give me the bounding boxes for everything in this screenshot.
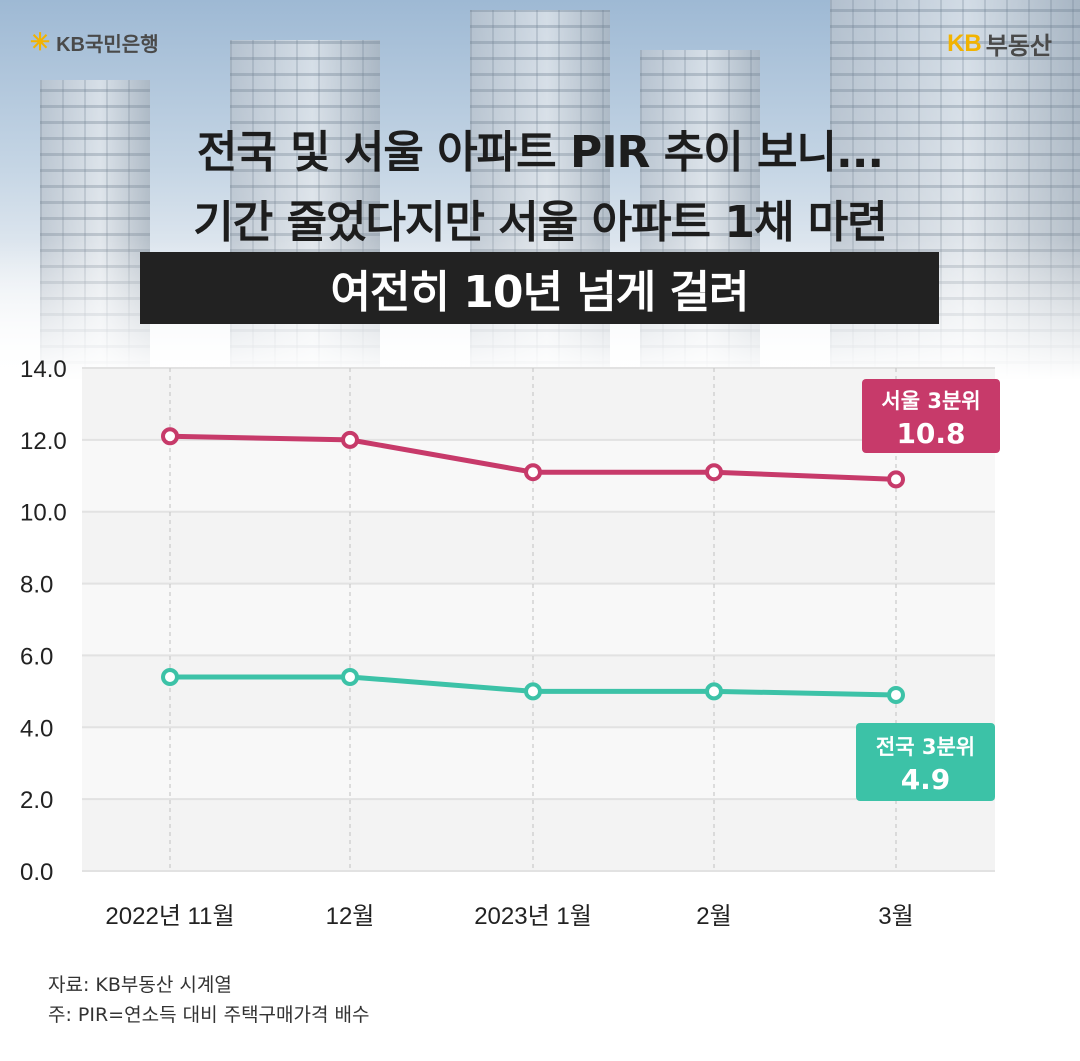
seoul-badge-value: 10.8	[896, 417, 966, 450]
x-tick-label: 12월	[326, 903, 375, 930]
x-tick-label: 3월	[878, 903, 913, 930]
y-tick-label: 8.0	[20, 572, 53, 599]
y-tick-label: 0.0	[20, 859, 53, 886]
seoul-badge: 서울 3분위 10.8	[862, 379, 1000, 453]
title-highlight-box: 여전히 10년 넘게 걸려	[140, 252, 939, 324]
national-badge-value: 4.9	[900, 763, 951, 796]
y-tick-label: 10.0	[20, 500, 67, 527]
data-point	[887, 685, 905, 704]
kb-star-icon: ✳	[30, 29, 51, 56]
plot-band	[82, 727, 995, 800]
x-tick-label: 2022년 11월	[105, 903, 234, 930]
national-badge-name: 전국 3분위	[875, 735, 976, 759]
kb-bank-logo: ✳ KB국민은행	[30, 28, 159, 57]
title-line-2: 기간 줄었다지만 서울 아파트 1채 마련	[193, 197, 887, 248]
data-point	[524, 682, 542, 701]
line-chart: 0.0 2.0 4.0 6.0 8.0 10.0 12.0 14.0 2022년 11월 12월 2…	[20, 356, 995, 930]
data-point	[161, 667, 179, 686]
title-line-1: 전국 및 서울 아파트 PIR 추이 보니...	[196, 127, 884, 178]
plot-band	[82, 511, 995, 584]
x-tick-label: 2월	[696, 903, 731, 930]
brand-logo-kb: KB	[947, 29, 982, 57]
footer-note: 주: PIR=연소득 대비 주택구매가격 배수	[48, 1004, 370, 1026]
y-tick-label: 6.0	[20, 643, 53, 670]
data-point	[341, 430, 359, 449]
seoul-badge-name: 서울 3분위	[881, 389, 981, 413]
plot-band	[82, 368, 995, 440]
data-point	[705, 682, 723, 701]
bank-logo-text: KB국민은행	[56, 34, 159, 56]
x-tick-label: 2023년 1월	[474, 903, 592, 930]
national-badge: 전국 3분위 4.9	[856, 723, 995, 801]
data-point	[705, 463, 723, 482]
footer-source: 자료: KB부동산 시계열	[48, 974, 232, 996]
data-point	[524, 463, 542, 482]
y-tick-label: 2.0	[20, 787, 53, 814]
data-point	[161, 427, 179, 446]
y-tick-label: 12.0	[20, 428, 67, 455]
data-point	[887, 470, 905, 489]
brand-logo-name: 부동산	[985, 33, 1052, 60]
title-line-3: 여전히 10년 넘게 걸려	[330, 267, 749, 318]
y-tick-label: 14.0	[20, 356, 67, 383]
kb-realestate-logo: KB 부동산	[947, 26, 1052, 61]
plot-band	[82, 799, 995, 871]
y-tick-label: 4.0	[20, 715, 53, 742]
data-point	[341, 667, 359, 686]
plot-band	[82, 583, 995, 656]
